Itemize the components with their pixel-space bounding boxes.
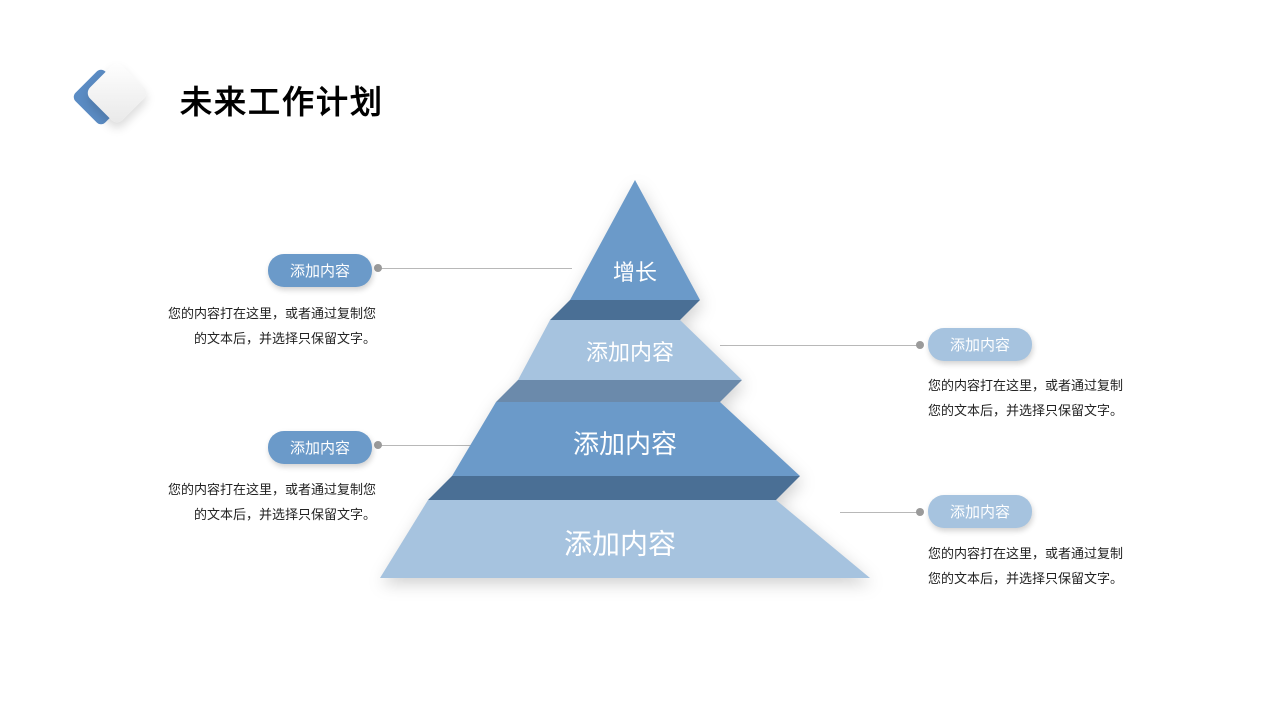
callout-pill: 添加内容 — [268, 431, 372, 464]
slide-header: 未来工作计划 — [80, 70, 384, 130]
diagram-stage: 增长 添加内容 添加内容 添加内容 添加内容 您的内容打在这里，或者通过复制您 … — [0, 170, 1280, 690]
connector-dot — [916, 341, 924, 349]
callout-pill: 添加内容 — [928, 328, 1032, 361]
callout-desc-line: 您的内容打在这里，或者通过复制您 — [126, 478, 376, 503]
callout-desc-line: 您的内容打在这里，或者通过复制您 — [126, 302, 376, 327]
callout-desc: 您的内容打在这里，或者通过复制 您的文本后，并选择只保留文字。 — [928, 542, 1178, 591]
pyramid-tier-1-label: 增长 — [613, 260, 657, 285]
pyramid-diagram: 增长 添加内容 添加内容 添加内容 — [370, 170, 900, 580]
callout-desc-line: 您的文本后，并选择只保留文字。 — [928, 567, 1178, 592]
callout-desc-line: 您的内容打在这里，或者通过复制 — [928, 374, 1178, 399]
diamond-icon — [80, 70, 140, 130]
callout-pill-label: 添加内容 — [950, 504, 1010, 521]
callout-desc-line: 您的文本后，并选择只保留文字。 — [928, 399, 1178, 424]
callout-pill-label: 添加内容 — [290, 263, 350, 280]
callout-desc-line: 您的内容打在这里，或者通过复制 — [928, 542, 1178, 567]
callout-desc-line: 的文本后，并选择只保留文字。 — [126, 327, 376, 352]
callout-pill: 添加内容 — [268, 254, 372, 287]
callout-desc: 您的内容打在这里，或者通过复制您 的文本后，并选择只保留文字。 — [126, 302, 376, 351]
pyramid-tier-4-label: 添加内容 — [564, 528, 676, 559]
pyramid-tier-3-label: 添加内容 — [573, 429, 677, 459]
pyramid-tier-1-edge — [550, 300, 700, 320]
slide-title: 未来工作计划 — [180, 77, 384, 123]
pyramid-tier-2-edge — [496, 380, 742, 402]
connector-dot — [916, 508, 924, 516]
pyramid-tier-3-edge — [428, 476, 800, 500]
callout-desc: 您的内容打在这里，或者通过复制您 的文本后，并选择只保留文字。 — [126, 478, 376, 527]
pyramid-tier-2-label: 添加内容 — [586, 340, 674, 365]
callout-pill: 添加内容 — [928, 495, 1032, 528]
callout-pill-label: 添加内容 — [950, 337, 1010, 354]
callout-pill-label: 添加内容 — [290, 440, 350, 457]
callout-desc: 您的内容打在这里，或者通过复制 您的文本后，并选择只保留文字。 — [928, 374, 1178, 423]
callout-desc-line: 的文本后，并选择只保留文字。 — [126, 503, 376, 528]
